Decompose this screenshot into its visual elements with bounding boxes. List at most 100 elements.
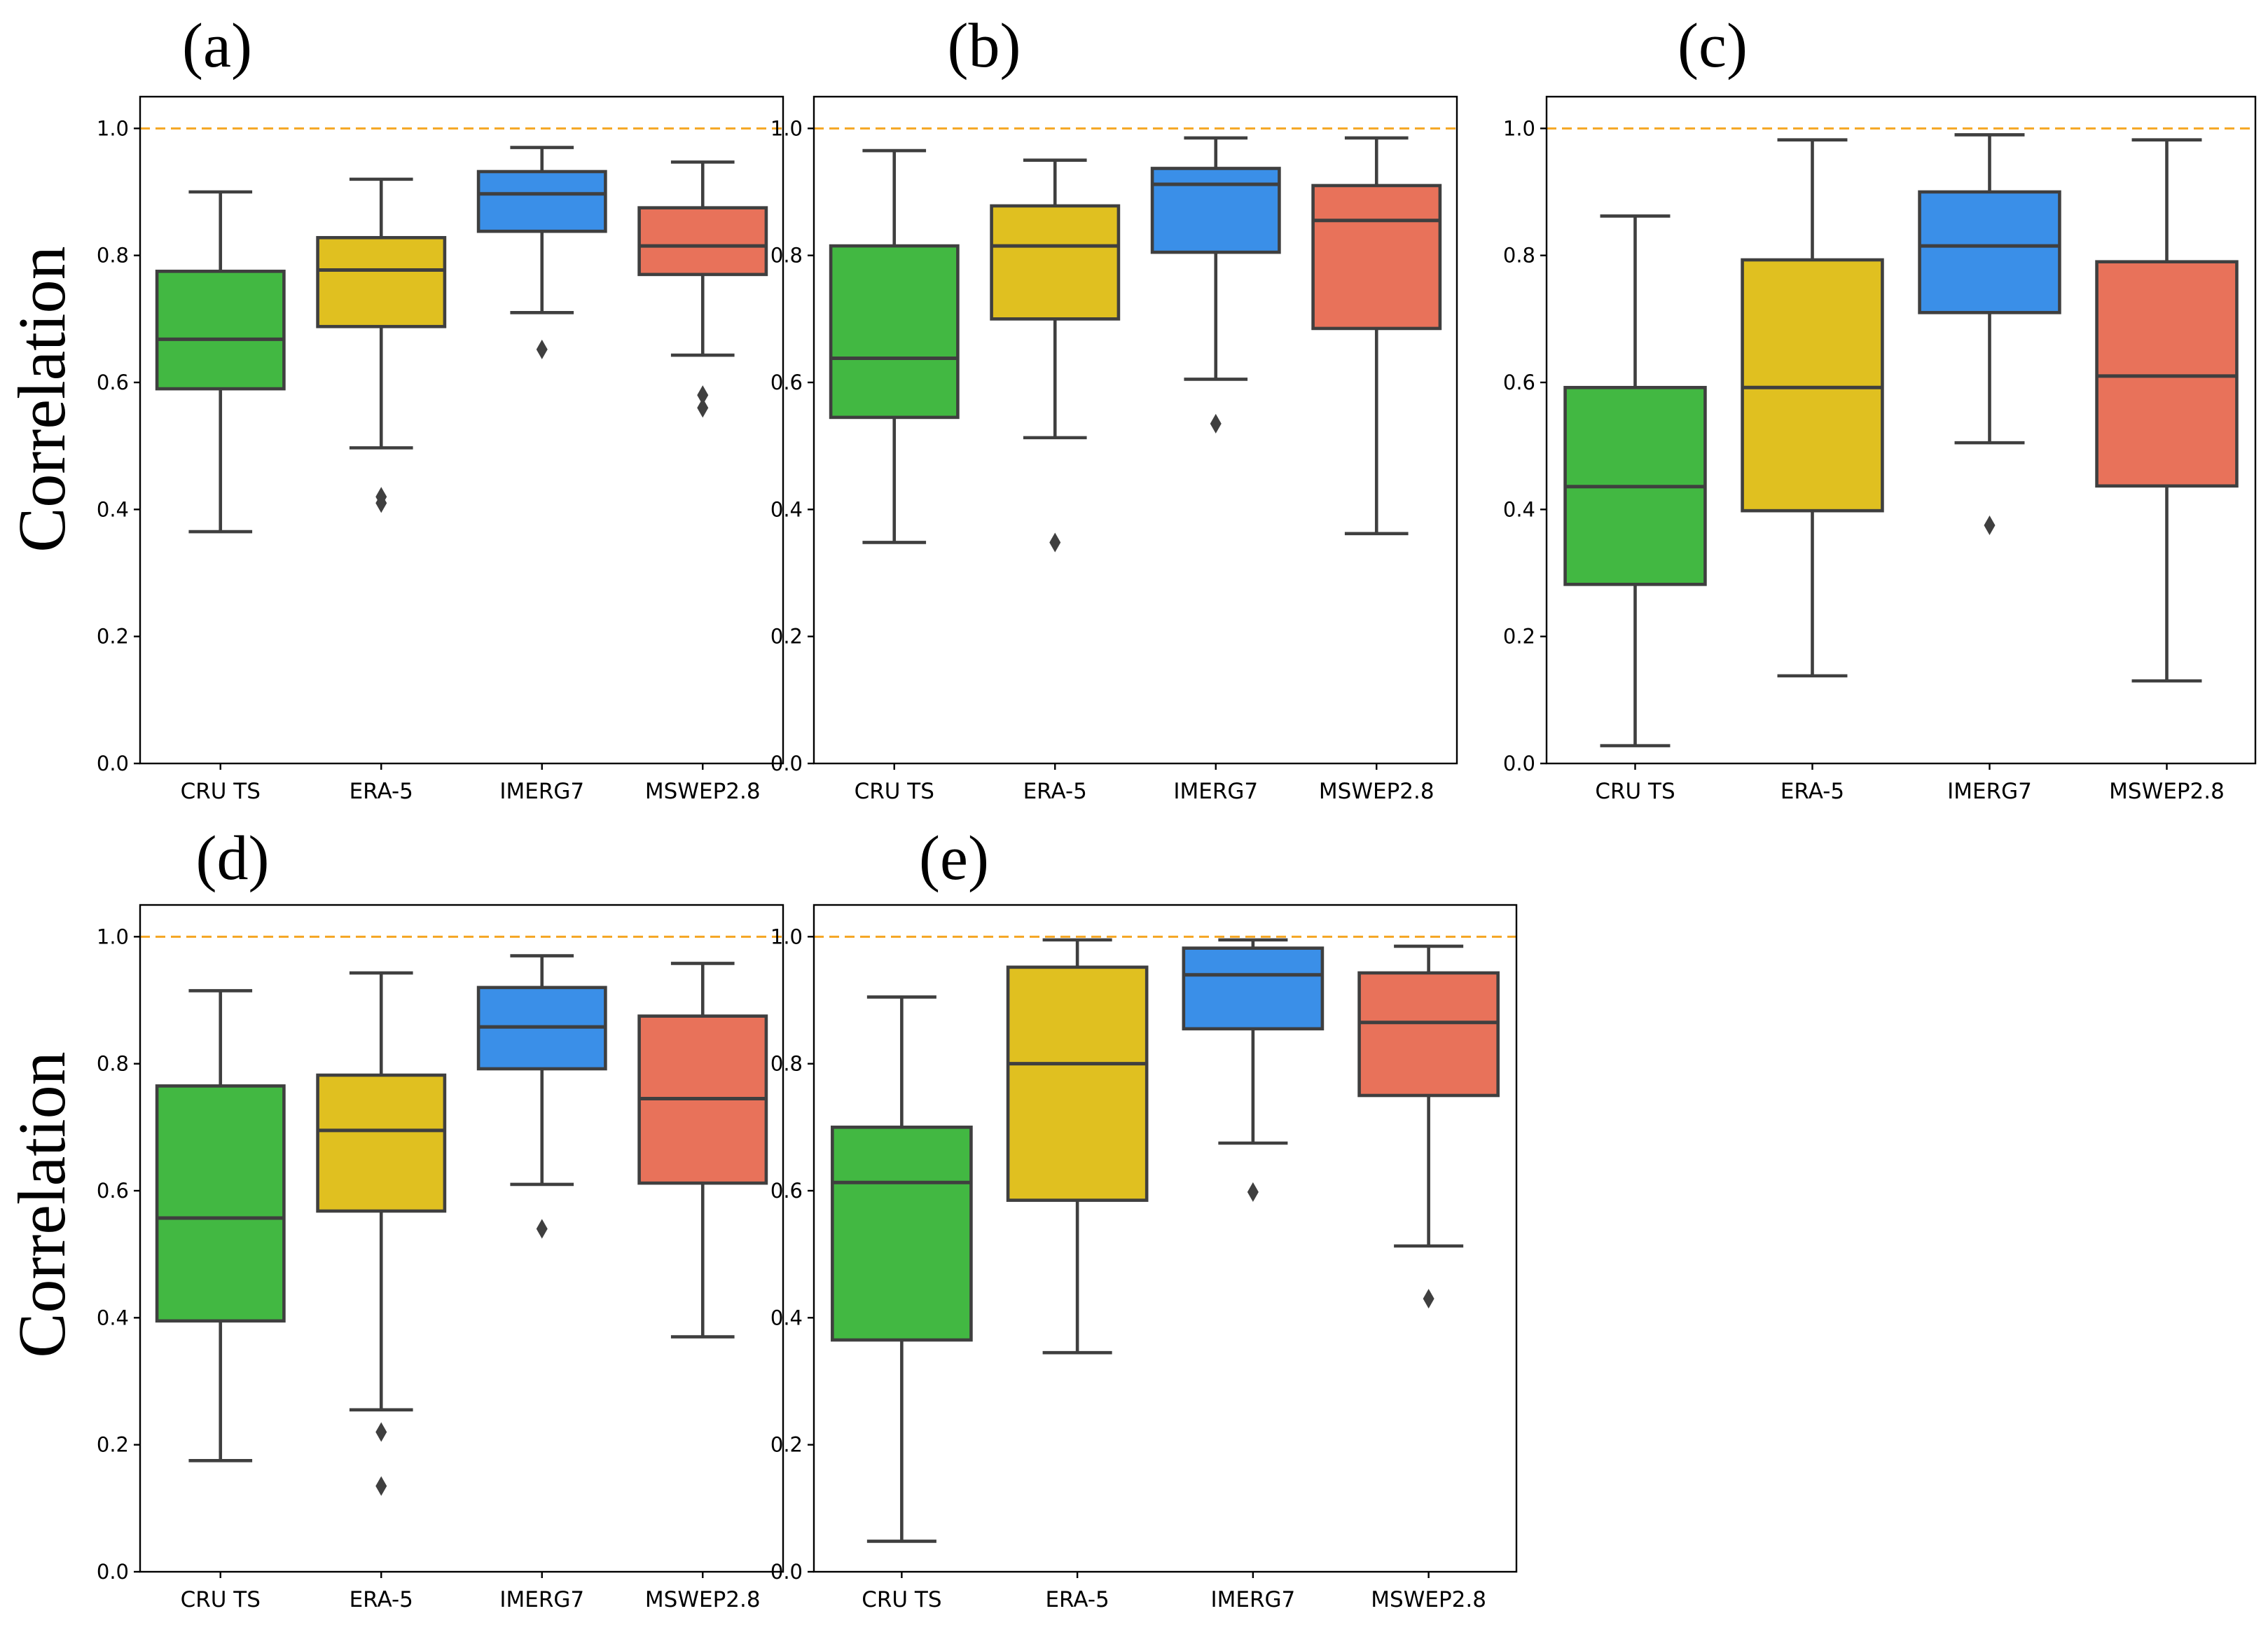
outlier-point <box>375 1422 387 1442</box>
x-tick-label: IMERG7 <box>1210 1587 1295 1612</box>
plot-frame <box>139 904 784 1573</box>
box-mswep2-8 <box>637 160 768 418</box>
y-tick-label: 1.0 <box>1503 116 1535 140</box>
box-cru-ts <box>1563 214 1707 747</box>
iqr-box <box>316 1073 447 1213</box>
outlier-point <box>697 385 709 406</box>
box-mswep2-8 <box>2095 138 2239 683</box>
y-tick-label: 1.0 <box>770 925 803 948</box>
outlier-point <box>375 1476 387 1496</box>
outlier-point <box>375 487 387 507</box>
iqr-box <box>1150 167 1281 254</box>
x-tick-label: CRU TS <box>181 779 261 804</box>
y-tick-label: 1.0 <box>97 925 129 948</box>
panel-a: (a) Correlation 0.0 0.2 0.4 0.6 0.8 1.0 CRU TS ER… <box>4 11 784 804</box>
y-tick-label: 0.8 <box>97 244 129 268</box>
iqr-box <box>155 270 286 391</box>
y-tick-label: 0.0 <box>97 1560 129 1584</box>
x-tick-label: IMERG7 <box>1947 779 2032 804</box>
box-era-5 <box>316 971 447 1496</box>
iqr-box <box>476 170 607 233</box>
x-tick-label: CRU TS <box>1595 779 1675 804</box>
iqr-box <box>1741 258 1884 513</box>
panel-d: (d) Correlation 0.0 0.2 0.4 0.6 0.8 1.0 CRU TS ER… <box>4 824 784 1612</box>
x-tick-label: MSWEP2.8 <box>645 1587 761 1612</box>
box-imerg7 <box>476 146 607 359</box>
outlier-point <box>697 398 709 418</box>
y-tick-label: 0.4 <box>97 1306 129 1329</box>
y-axis-label: Correlation <box>4 1051 79 1357</box>
y-tick-label: 0.0 <box>770 752 803 775</box>
y-tick-label: 0.6 <box>770 371 803 394</box>
x-tick-label: CRU TS <box>181 1587 261 1612</box>
y-tick-label: 0.8 <box>1503 244 1535 268</box>
x-tick-label: ERA-5 <box>350 779 413 804</box>
iqr-box <box>637 206 768 277</box>
y-tick-label: 0.6 <box>1503 371 1535 394</box>
iqr-box <box>1006 965 1149 1202</box>
y-tick-label: 0.2 <box>770 625 803 649</box>
panel-title: (a) <box>182 11 252 81</box>
y-tick-label: 0.0 <box>1503 752 1535 775</box>
y-tick-label: 0.0 <box>770 1560 803 1584</box>
y-tick-label: 0.8 <box>770 244 803 268</box>
x-tick-label: ERA-5 <box>1023 779 1087 804</box>
plot-frame <box>139 95 784 765</box>
y-axis-label: Correlation <box>4 246 79 552</box>
box-era-5 <box>1741 138 1884 678</box>
plot-frame <box>813 904 1518 1573</box>
iqr-box <box>316 235 447 329</box>
x-tick-label: IMERG7 <box>1173 779 1258 804</box>
y-tick-label: 0.2 <box>97 1433 129 1457</box>
iqr-box <box>1357 971 1500 1098</box>
iqr-box <box>1311 184 1442 331</box>
panel-title: (d) <box>196 824 270 893</box>
y-tick-label: 0.6 <box>97 371 129 394</box>
y-tick-label: 0.4 <box>1503 497 1535 521</box>
x-tick-label: MSWEP2.8 <box>1319 779 1434 804</box>
outlier-point <box>1247 1182 1259 1202</box>
iqr-box <box>990 204 1121 321</box>
x-tick-label: CRU TS <box>862 1587 941 1612</box>
panel-title: (c) <box>1678 11 1748 81</box>
x-tick-label: MSWEP2.8 <box>1371 1587 1486 1612</box>
x-tick-label: ERA-5 <box>1045 1587 1109 1612</box>
y-tick-label: 0.2 <box>770 1433 803 1457</box>
outlier-point <box>536 339 548 359</box>
box-era-5 <box>316 177 447 513</box>
panel-title: (e) <box>919 824 989 893</box>
y-tick-label: 0.4 <box>97 497 129 521</box>
outlier-point <box>1210 413 1222 434</box>
y-tick-label: 0.2 <box>97 625 129 649</box>
iqr-box <box>2095 260 2239 488</box>
outlier-point <box>1984 516 1996 535</box>
box-mswep2-8 <box>1311 136 1442 536</box>
outlier-point <box>536 1219 548 1239</box>
box-era-5 <box>1006 938 1149 1355</box>
x-tick-label: IMERG7 <box>499 1587 584 1612</box>
box-era-5 <box>990 158 1121 553</box>
box-cru-ts <box>155 190 286 534</box>
box-imerg7 <box>476 954 607 1239</box>
box-cru-ts <box>155 989 286 1462</box>
y-tick-label: 1.0 <box>770 116 803 140</box>
y-tick-label: 0.8 <box>97 1052 129 1076</box>
iqr-box <box>155 1084 286 1323</box>
y-tick-label: 0.6 <box>97 1179 129 1203</box>
box-cru-ts <box>829 148 960 544</box>
plot-frame <box>1545 95 2257 765</box>
panel-title: (b) <box>948 11 1021 81</box>
panel-e: (e) 0.0 0.2 0.4 0.6 0.8 1.0 CRU TS ERA-5 IMERG7 MS… <box>770 824 1518 1612</box>
y-tick-label: 0.6 <box>770 1179 803 1203</box>
box-cru-ts <box>831 995 973 1543</box>
y-tick-label: 0.0 <box>97 752 129 775</box>
box-imerg7 <box>1150 136 1281 434</box>
box-imerg7 <box>1182 938 1325 1202</box>
iqr-box <box>831 1126 973 1342</box>
x-tick-label: MSWEP2.8 <box>645 779 761 804</box>
iqr-box <box>1182 946 1325 1031</box>
box-mswep2-8 <box>1357 944 1500 1309</box>
x-tick-label: IMERG7 <box>499 779 584 804</box>
box-imerg7 <box>1918 133 2061 535</box>
